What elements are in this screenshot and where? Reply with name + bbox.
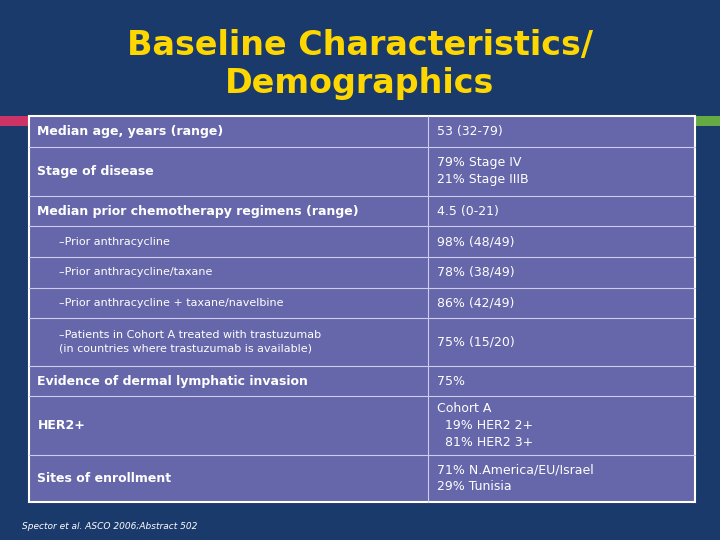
Text: 71% N.America/EU/Israel
29% Tunisia: 71% N.America/EU/Israel 29% Tunisia (437, 463, 594, 494)
Text: 53 (32-79): 53 (32-79) (437, 125, 503, 138)
Text: Median age, years (range): Median age, years (range) (37, 125, 224, 138)
Text: 98% (48/49): 98% (48/49) (437, 235, 515, 248)
Text: –Prior anthracycline + taxane/navelbine: –Prior anthracycline + taxane/navelbine (59, 298, 284, 308)
Text: 86% (42/49): 86% (42/49) (437, 296, 514, 309)
Bar (360, 116, 720, 126)
Text: –Prior anthracycline: –Prior anthracycline (59, 237, 170, 247)
Text: –Patients in Cohort A treated with trastuzumab
(in countries where trastuzumab i: –Patients in Cohort A treated with trast… (59, 330, 321, 354)
Text: Spector et al. ASCO 2006;Abstract 502: Spector et al. ASCO 2006;Abstract 502 (22, 522, 197, 531)
Text: Sites of enrollment: Sites of enrollment (37, 472, 171, 485)
Bar (0, 0, 720, 116)
Bar (0, 116, 360, 126)
Text: 75% (15/20): 75% (15/20) (437, 335, 515, 349)
Text: Evidence of dermal lymphatic invasion: Evidence of dermal lymphatic invasion (37, 375, 308, 388)
Text: 79% Stage IV
21% Stage IIIB: 79% Stage IV 21% Stage IIIB (437, 156, 528, 186)
Text: 4.5 (0-21): 4.5 (0-21) (437, 205, 499, 218)
Text: Stage of disease: Stage of disease (37, 165, 154, 178)
Bar (29, 116, 695, 502)
Text: Median prior chemotherapy regimens (range): Median prior chemotherapy regimens (rang… (37, 205, 359, 218)
Text: 75%: 75% (437, 375, 465, 388)
Text: Demographics: Demographics (225, 67, 495, 100)
Text: Baseline Characteristics/: Baseline Characteristics/ (127, 29, 593, 63)
Text: 78% (38/49): 78% (38/49) (437, 266, 515, 279)
Text: –Prior anthracycline/taxane: –Prior anthracycline/taxane (59, 267, 212, 278)
Text: Cohort A
  19% HER2 2+
  81% HER2 3+: Cohort A 19% HER2 2+ 81% HER2 3+ (437, 402, 534, 449)
Text: HER2+: HER2+ (37, 419, 85, 432)
